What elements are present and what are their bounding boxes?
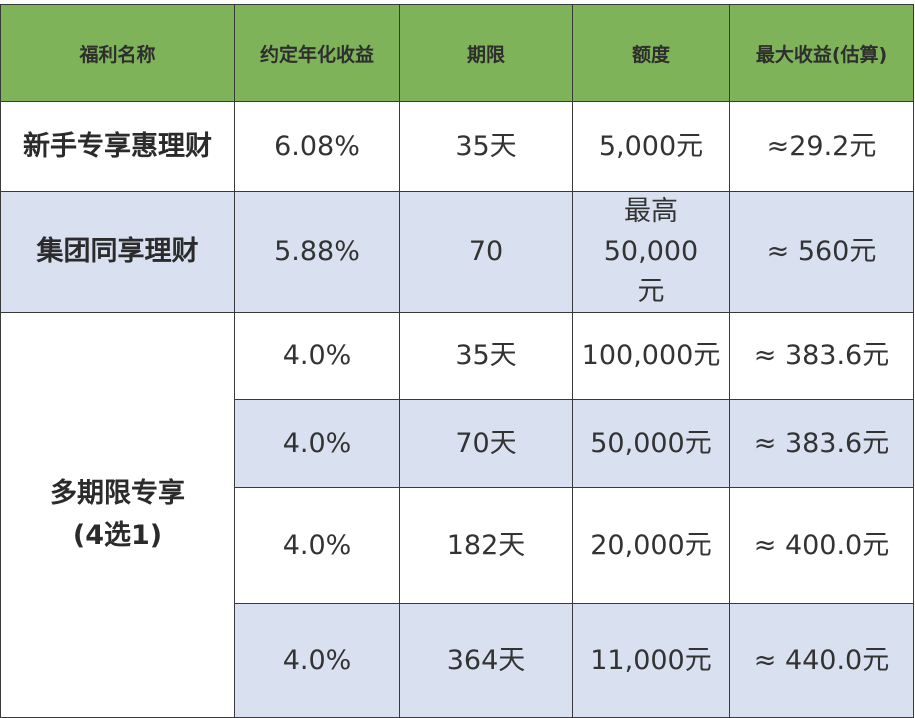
- row-max-return: ≈ 400.0元: [729, 487, 914, 604]
- benefits-table: 福利名称 约定年化收益 期限 额度 最大收益(估算) 新手专享惠理财 6.08%…: [0, 4, 914, 718]
- row-term: 35天: [399, 101, 573, 192]
- row-max-return: ≈ 560元: [729, 191, 914, 313]
- row-amount: 100,000元: [572, 312, 730, 400]
- header-rate: 约定年化收益: [234, 4, 400, 102]
- header-term: 期限: [399, 4, 573, 102]
- header-row: 福利名称 约定年化收益 期限 额度 最大收益(估算): [0, 4, 914, 102]
- table-row: 4.0% 70天 50,000元 ≈ 383.6元: [1, 399, 914, 488]
- row-max-return: ≈ 383.6元: [729, 399, 914, 488]
- row-name: 集团同享理财: [0, 191, 235, 313]
- row-term: 70: [399, 191, 573, 313]
- row-term: 70天: [399, 399, 573, 488]
- benefits-table-wrapper: 福利名称 约定年化收益 期限 额度 最大收益(估算) 新手专享惠理财 6.08%…: [0, 4, 914, 718]
- group-name-line1: 多期限专享: [50, 478, 185, 509]
- row-term: 182天: [399, 487, 573, 604]
- row-amount: 20,000元: [572, 487, 730, 604]
- row-name: 新手专享惠理财: [0, 101, 235, 192]
- row-max-return: ≈29.2元: [729, 101, 914, 192]
- row-rate: 4.0%: [234, 487, 400, 604]
- row-amount: 11,000元: [572, 603, 730, 718]
- row-rate: 4.0%: [234, 312, 400, 400]
- row-rate: 5.88%: [234, 191, 400, 313]
- row-max-return: ≈ 383.6元: [729, 312, 914, 400]
- header-amount: 额度: [572, 4, 730, 102]
- row-rate: 6.08%: [234, 101, 400, 192]
- table-row: 集团同享理财 5.88% 70 最高50,000 元 ≈ 560元: [0, 191, 914, 313]
- row-rate: 4.0%: [234, 399, 400, 488]
- table-row: 新手专享惠理财 6.08% 35天 5,000元 ≈29.2元: [0, 101, 914, 192]
- row-amount: 50,000元: [572, 399, 730, 488]
- header-max-return: 最大收益(估算): [729, 4, 914, 102]
- row-term: 364天: [399, 603, 573, 718]
- row-rate: 4.0%: [234, 603, 400, 718]
- table-row: 4.0% 182天 20,000元 ≈ 400.0元: [1, 487, 914, 604]
- group-name-line2: (4选1): [72, 520, 163, 551]
- group-name: 多期限专享 (4选1): [0, 312, 235, 718]
- row-amount: 5,000元: [572, 101, 730, 192]
- row-amount: 最高50,000 元: [572, 191, 730, 313]
- header-name: 福利名称: [0, 4, 235, 102]
- row-max-return: ≈ 440.0元: [729, 603, 914, 718]
- row-amount-line1: 最高50,000: [603, 196, 699, 267]
- row-term: 35天: [399, 312, 573, 400]
- row-amount-line2: 元: [637, 276, 665, 307]
- table-row: 多期限专享 (4选1) 4.0% 35天 100,000元 ≈ 383.6元: [0, 312, 914, 718]
